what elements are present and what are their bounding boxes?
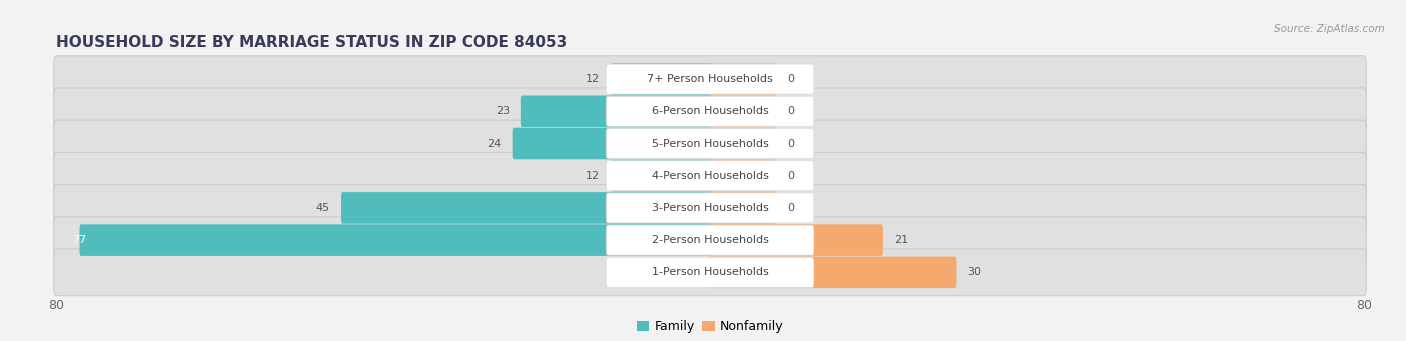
Text: 77: 77 xyxy=(73,235,87,245)
FancyBboxPatch shape xyxy=(610,160,711,192)
Text: HOUSEHOLD SIZE BY MARRIAGE STATUS IN ZIP CODE 84053: HOUSEHOLD SIZE BY MARRIAGE STATUS IN ZIP… xyxy=(56,35,568,50)
Text: 1-Person Households: 1-Person Households xyxy=(651,267,769,277)
FancyBboxPatch shape xyxy=(709,160,776,192)
Text: 45: 45 xyxy=(316,203,330,213)
FancyBboxPatch shape xyxy=(606,64,814,94)
FancyBboxPatch shape xyxy=(709,224,883,256)
FancyBboxPatch shape xyxy=(80,224,711,256)
FancyBboxPatch shape xyxy=(53,249,1367,296)
FancyBboxPatch shape xyxy=(53,88,1367,135)
Text: 24: 24 xyxy=(488,138,502,148)
Text: Source: ZipAtlas.com: Source: ZipAtlas.com xyxy=(1274,24,1385,34)
FancyBboxPatch shape xyxy=(513,128,711,159)
Text: 7+ Person Households: 7+ Person Households xyxy=(647,74,773,84)
Text: 0: 0 xyxy=(787,171,794,181)
FancyBboxPatch shape xyxy=(606,193,814,223)
FancyBboxPatch shape xyxy=(342,192,711,224)
FancyBboxPatch shape xyxy=(709,63,776,95)
FancyBboxPatch shape xyxy=(606,129,814,159)
Text: 12: 12 xyxy=(585,74,600,84)
Text: 30: 30 xyxy=(967,267,981,277)
Text: 0: 0 xyxy=(787,74,794,84)
Text: 23: 23 xyxy=(496,106,510,116)
FancyBboxPatch shape xyxy=(606,96,814,126)
Legend: Family, Nonfamily: Family, Nonfamily xyxy=(631,315,789,338)
FancyBboxPatch shape xyxy=(53,184,1367,231)
Text: 2-Person Households: 2-Person Households xyxy=(651,235,769,245)
Text: 6-Person Households: 6-Person Households xyxy=(651,106,769,116)
FancyBboxPatch shape xyxy=(520,95,711,127)
FancyBboxPatch shape xyxy=(606,225,814,255)
FancyBboxPatch shape xyxy=(53,152,1367,199)
Text: 0: 0 xyxy=(787,203,794,213)
Text: 0: 0 xyxy=(787,106,794,116)
FancyBboxPatch shape xyxy=(709,95,776,127)
Text: 4-Person Households: 4-Person Households xyxy=(651,171,769,181)
Text: 12: 12 xyxy=(585,171,600,181)
FancyBboxPatch shape xyxy=(709,192,776,224)
FancyBboxPatch shape xyxy=(53,120,1367,167)
Text: 3-Person Households: 3-Person Households xyxy=(651,203,769,213)
Text: 21: 21 xyxy=(894,235,908,245)
FancyBboxPatch shape xyxy=(606,161,814,191)
FancyBboxPatch shape xyxy=(606,257,814,287)
FancyBboxPatch shape xyxy=(709,256,956,288)
Text: 0: 0 xyxy=(787,138,794,148)
FancyBboxPatch shape xyxy=(709,128,776,159)
Text: 5-Person Households: 5-Person Households xyxy=(651,138,769,148)
FancyBboxPatch shape xyxy=(53,56,1367,102)
FancyBboxPatch shape xyxy=(610,63,711,95)
FancyBboxPatch shape xyxy=(53,217,1367,264)
